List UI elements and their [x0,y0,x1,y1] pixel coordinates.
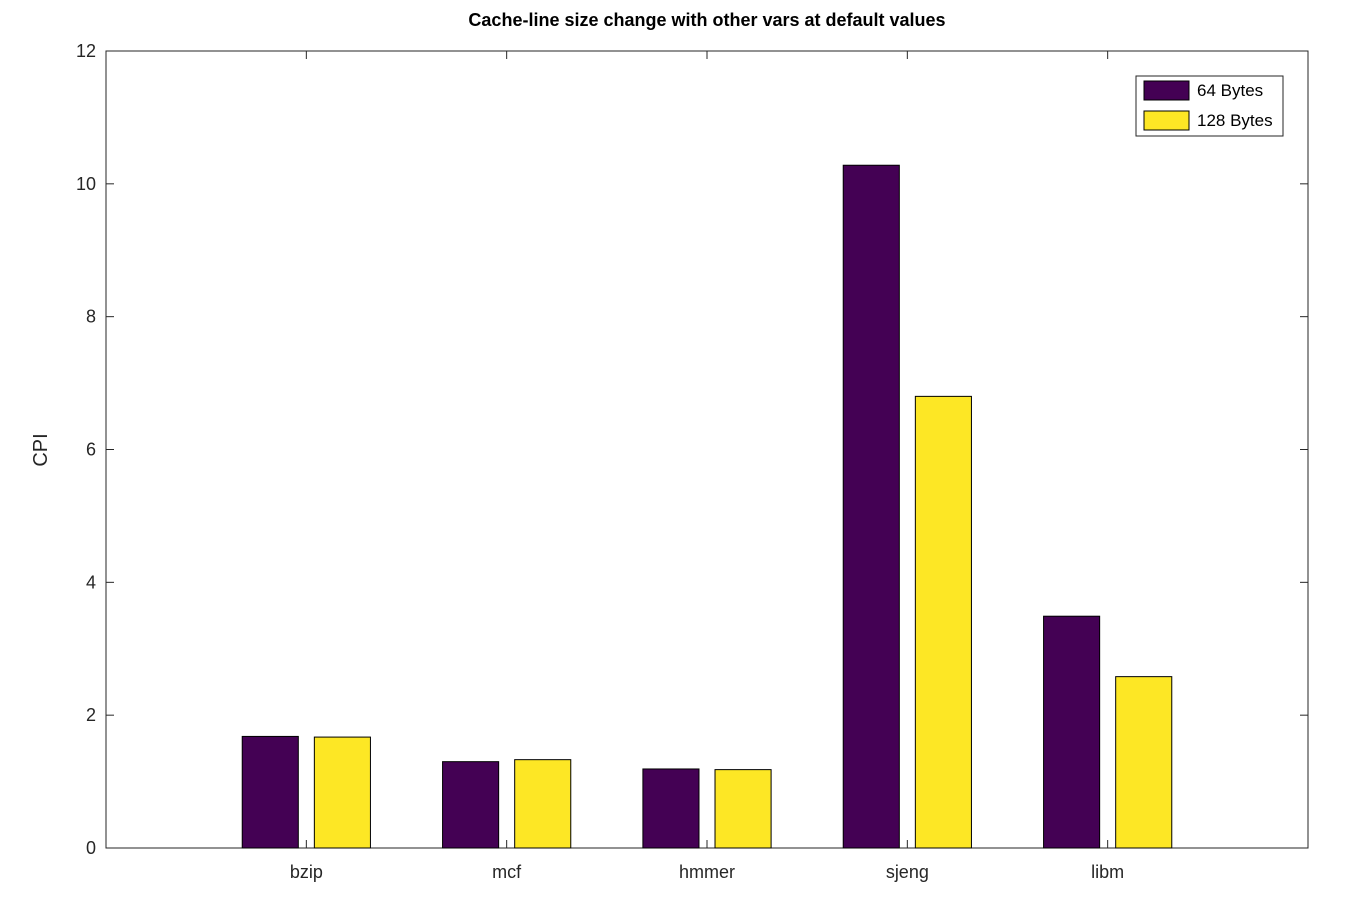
y-tick-label: 6 [86,440,96,460]
legend-label-64-bytes: 64 Bytes [1197,81,1263,100]
x-tick-label: libm [1091,862,1124,882]
legend-label-128-bytes: 128 Bytes [1197,111,1273,130]
x-axis: bzip mcf hmmer sjeng libm [290,51,1124,882]
x-tick-label: mcf [492,862,522,882]
y-axis-label: CPI [30,433,52,466]
bar-64-bytes-bzip [241,735,299,849]
y-tick-label: 10 [76,174,96,194]
y-tick-label: 2 [86,705,96,725]
chart-title: Cache-line size change with other vars a… [468,10,945,30]
legend-swatch-64-bytes [1143,80,1190,101]
bars-group [241,164,1173,849]
bar-64-bytes-hmmer [642,768,700,849]
y-tick-label: 4 [86,572,96,592]
bar-64-bytes-libm [1043,615,1101,849]
y-tick-label: 0 [86,838,96,858]
y-tick-label: 12 [76,41,96,61]
bar-128-bytes-mcf [514,759,572,849]
x-tick-label: bzip [290,862,323,882]
bar-64-bytes-mcf [442,761,500,849]
y-axis: 0 2 4 6 8 10 12 [76,41,1308,858]
legend: 64 Bytes 128 Bytes [1135,75,1284,137]
legend-swatch-128-bytes [1143,110,1190,131]
bar-128-bytes-libm [1115,676,1173,849]
x-tick-label: sjeng [886,862,929,882]
bar-128-bytes-sjeng [914,395,972,849]
bar-128-bytes-bzip [313,736,371,849]
y-tick-label: 8 [86,307,96,327]
x-tick-label: hmmer [679,862,735,882]
bar-128-bytes-hmmer [714,769,772,849]
bar-64-bytes-sjeng [842,164,900,849]
